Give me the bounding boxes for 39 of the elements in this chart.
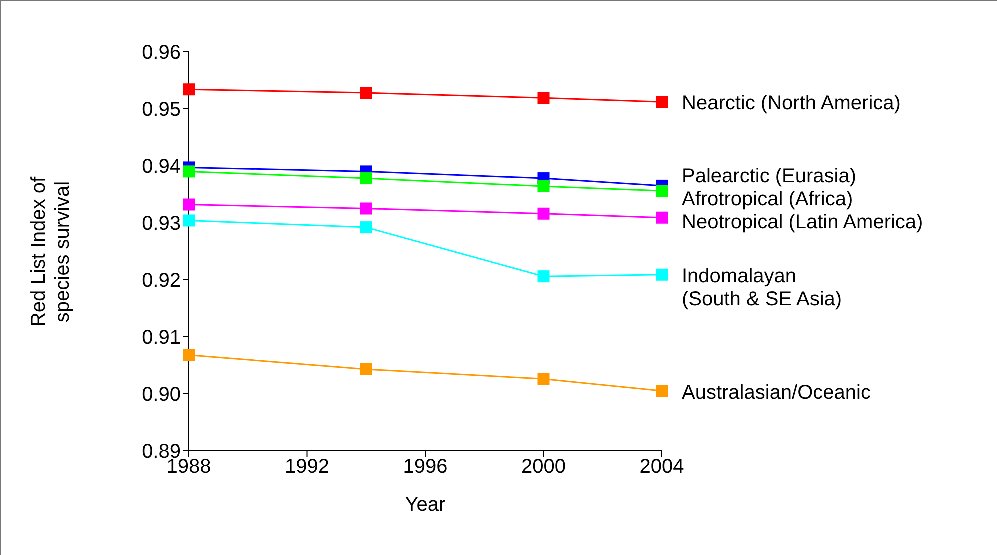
point <box>360 172 372 185</box>
x-tick-label: 1996 <box>403 456 448 478</box>
y-tick-label: 0.91 <box>142 327 181 350</box>
y-tick-label: 0.96 <box>142 42 181 64</box>
point <box>538 208 550 220</box>
point <box>183 198 195 211</box>
series-label: Afrotropical (Africa) <box>682 188 854 211</box>
series-label: Nearctic (North America) <box>682 92 901 114</box>
y-tick-label: 0.94 <box>142 156 181 178</box>
point <box>360 202 372 215</box>
point <box>183 84 195 96</box>
point <box>538 180 550 193</box>
point <box>360 87 372 100</box>
x-axis-title: Year <box>405 494 446 516</box>
y-tick-label: 0.90 <box>142 384 181 406</box>
point <box>656 385 668 398</box>
x-tick-label: 1992 <box>285 456 330 478</box>
point <box>656 185 668 198</box>
x-tick-label: 2000 <box>522 456 566 478</box>
series-label: Australasian/Oceanic <box>682 382 871 404</box>
y-axis-title: Red List Index of species survival <box>28 176 74 328</box>
series-label: Neotropical (Latin America) <box>682 212 924 234</box>
series-label: Palearctic (Eurasia) <box>682 166 857 188</box>
point <box>183 214 195 227</box>
point <box>656 268 668 281</box>
point <box>183 166 195 178</box>
y-tick-label: 0.93 <box>142 213 181 236</box>
point <box>538 373 550 386</box>
point <box>538 92 550 104</box>
point <box>656 96 668 108</box>
point <box>360 222 372 234</box>
series-label: Indomalayan (South & SE Asia) <box>682 265 842 310</box>
y-tick-label: 0.92 <box>142 270 181 292</box>
point <box>538 270 550 283</box>
point <box>656 212 668 224</box>
point <box>360 363 372 376</box>
point <box>183 349 195 362</box>
x-tick-label: 2004 <box>640 456 684 478</box>
y-tick-label: 0.95 <box>142 99 181 122</box>
